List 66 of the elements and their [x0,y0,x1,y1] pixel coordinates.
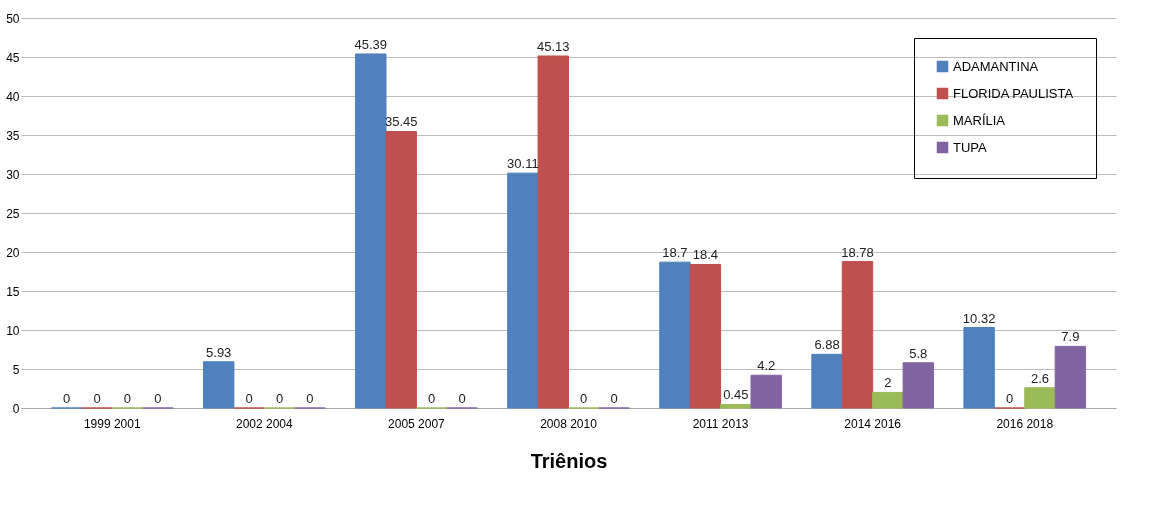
bar [689,263,722,409]
y-tick-label: 35 [6,128,20,143]
data-label: 10.32 [962,310,996,326]
data-label: 0 [245,391,253,406]
data-label: 0 [610,391,618,406]
bar [507,172,539,409]
x-tick-label: 2008 2010 [540,416,598,431]
x-tick-label: 2011 2013 [692,416,749,431]
data-label: 7.9 [1061,329,1080,345]
data-label: 5.93 [206,344,232,360]
data-label: 0.45 [723,387,749,403]
legend-label: MARÍLIA [953,112,1006,128]
data-label: 0 [154,391,162,406]
y-tick-label: 10 [6,323,20,338]
legend-label: ADAMANTINA [953,58,1039,74]
data-label: 18.4 [692,247,719,263]
data-label: 45.39 [354,36,388,52]
bar [872,391,904,409]
data-label: 30.11 [507,156,539,172]
bar [811,353,843,409]
x-tick-label: 2016 2018 [996,416,1054,431]
bar [902,362,934,409]
data-label: 45.13 [537,38,570,54]
data-label: 18.7 [662,245,688,261]
y-tick-label: 40 [6,89,20,104]
x-tick-label: 2014 2016 [844,416,902,431]
y-tick-label: 30 [6,167,20,182]
bar [841,261,874,409]
data-label: 0 [93,391,101,406]
bar [355,53,387,409]
y-tick-label: 25 [6,206,20,221]
x-tick-label: 2005 2007 [388,416,446,431]
y-tick-label: 0 [12,401,20,416]
legend-label: FLORIDA PAULISTA [953,85,1074,101]
x-tick-label: 2002 2004 [235,416,294,431]
data-label: 0 [275,391,284,406]
x-tick-label: 1999 2001 [83,416,141,431]
data-label: 0 [428,391,436,406]
data-label: 0 [123,391,132,406]
bar [203,361,235,409]
y-tick-label: 50 [6,11,20,26]
y-tick-label: 15 [6,284,20,299]
bar [537,55,569,409]
bar [750,374,782,409]
data-label: 2 [884,375,892,391]
y-tick-label: 20 [6,245,20,260]
y-tick-label: 45 [6,50,20,65]
data-label: 18.78 [841,244,874,260]
bar [385,130,417,409]
data-label: 0 [580,391,588,406]
bar [720,403,752,409]
data-label: 4.2 [757,358,776,374]
data-label: 2.6 [1030,370,1049,386]
y-tick-label: 5 [12,362,20,377]
data-label: 0 [63,391,71,406]
x-axis-title: Triênios [530,449,608,472]
bar [1054,345,1087,409]
bar [659,261,691,409]
data-label: 6.88 [814,337,840,353]
bar [963,327,995,409]
data-label: 0 [306,391,314,406]
data-label: 0 [458,391,466,406]
data-label: 0 [1005,391,1014,406]
legend-label: TUPA [953,139,988,155]
data-label: 5.8 [909,345,928,361]
bar [1024,387,1056,409]
